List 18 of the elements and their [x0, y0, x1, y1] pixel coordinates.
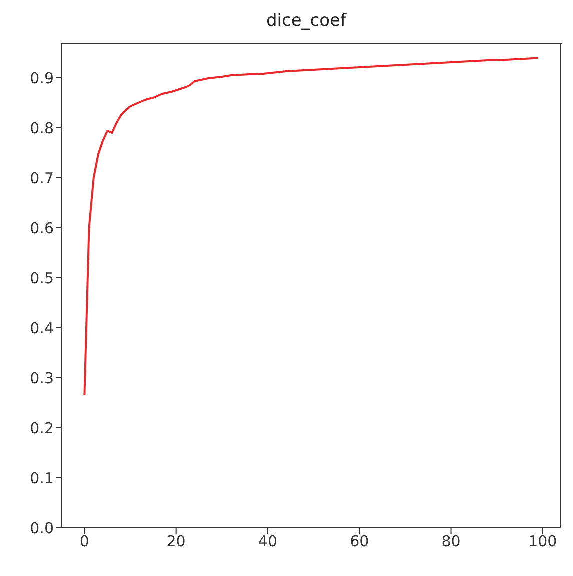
chart-title: dice_coef	[265, 10, 348, 33]
line-series	[84, 58, 540, 396]
x-tick-label: 0	[80, 532, 90, 551]
y-tick-label: 0.3	[30, 369, 54, 388]
x-tick-label: 20	[166, 532, 186, 551]
y-tick-label: 0.8	[30, 119, 54, 138]
y-tick-label: 0.7	[30, 169, 54, 188]
x-tick-label: 40	[258, 532, 278, 551]
x-tick-label: 100	[528, 532, 558, 551]
y-tick-label: 0.5	[30, 269, 54, 288]
y-tick-label: 0.4	[30, 319, 54, 338]
y-tick-label: 0.9	[30, 69, 54, 88]
y-tick-label: 0.2	[30, 419, 54, 438]
y-tick-label: 0.1	[30, 469, 54, 488]
y-tick-label: 0.0	[30, 519, 54, 538]
x-tick-label: 80	[442, 532, 461, 551]
y-tick-label: 0.6	[30, 219, 54, 238]
x-tick-label: 60	[350, 532, 370, 551]
